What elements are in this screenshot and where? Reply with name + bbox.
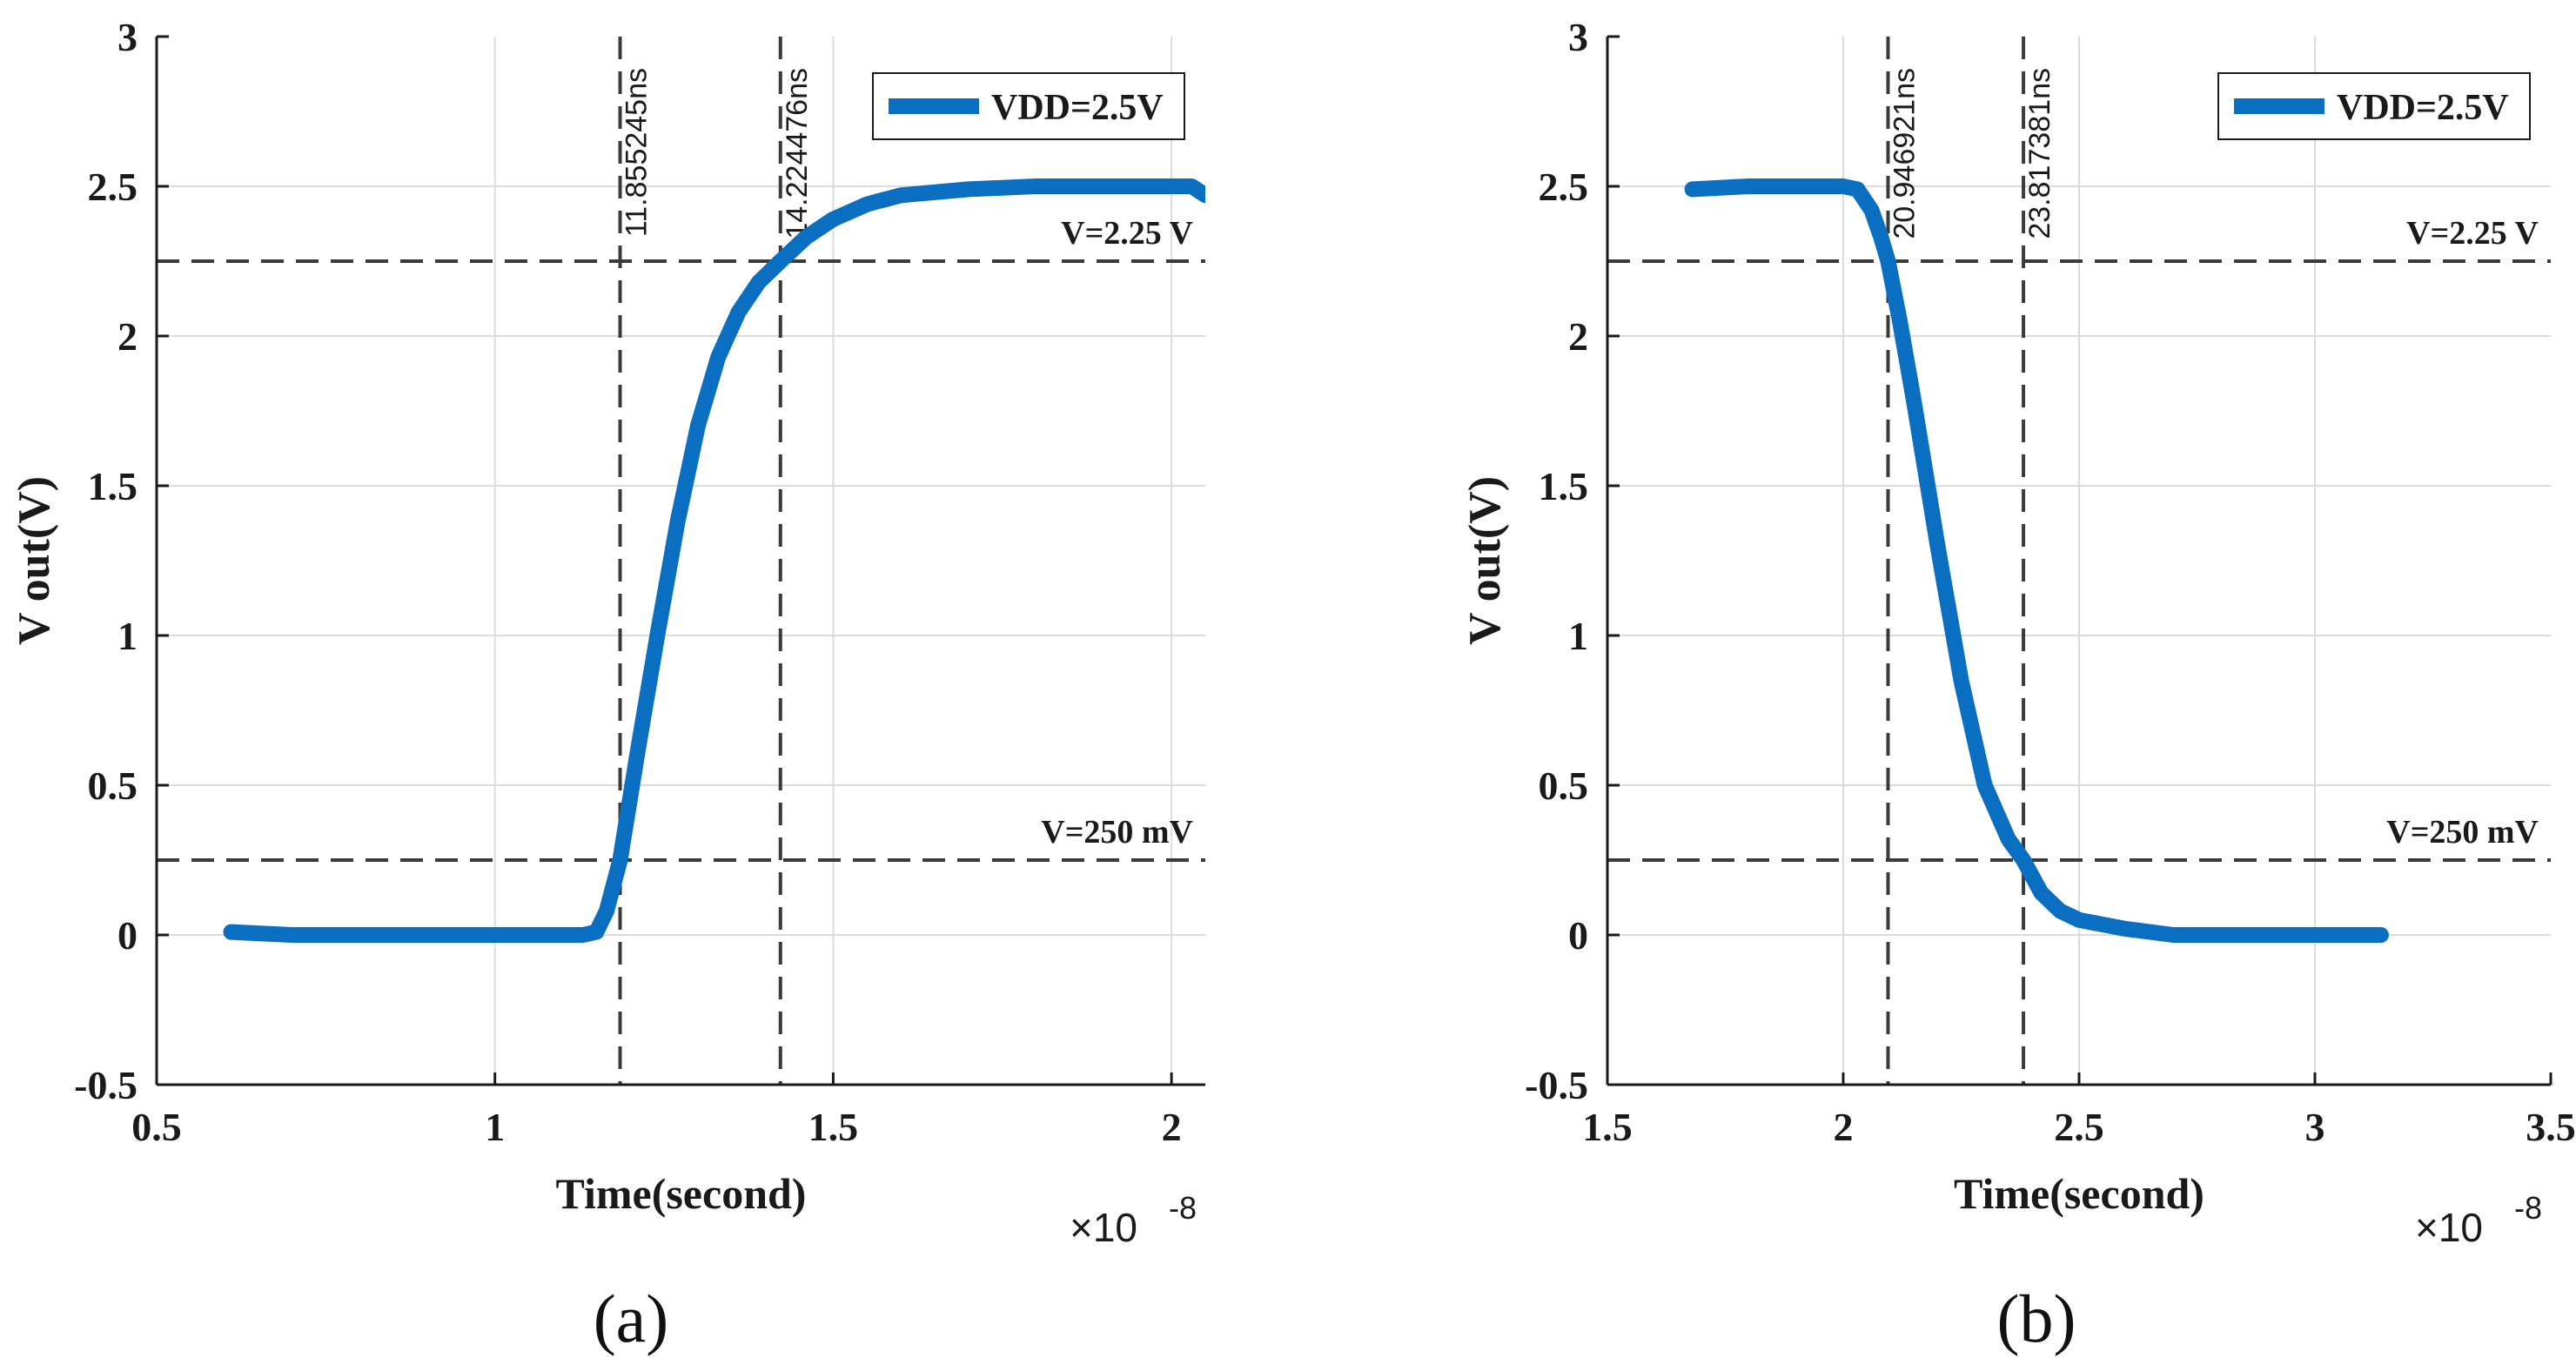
x-tick-label: 3.5 [2526,1105,2576,1149]
y-tick-label: 0 [1568,913,1588,958]
y-axis-label: V out(V) [1460,476,1510,645]
threshold-label: V=250 mV [1041,814,1193,851]
y-tick-label: 1 [117,614,138,658]
legend-label: VDD=2.5V [2337,88,2509,128]
x-exponent-power: -8 [2514,1190,2542,1226]
x-tick-label: 1 [485,1105,505,1149]
x-tick-label: 2.5 [2054,1105,2104,1149]
y-tick-label: 2.5 [88,165,138,209]
crossing-time-label: 23.817381ns [2023,68,2056,239]
series-line-vout [223,178,1205,943]
y-tick-label: 0 [117,913,138,958]
series-line-vout [1684,178,2389,943]
y-axis-label: V out(V) [10,476,59,645]
threshold-label: V=2.25 V [1061,215,1193,252]
y-tick-label: 3 [117,15,138,59]
x-exponent-power: -8 [1169,1190,1197,1226]
x-tick-label: 2 [1162,1105,1182,1149]
x-exponent-base: ×10 [1070,1205,1137,1250]
y-tick-label: 1 [1568,614,1588,658]
y-tick-label: 2 [1568,314,1588,359]
plot-area [157,37,1205,1085]
x-tick-label: 3 [2305,1105,2325,1149]
y-tick-label: 0.5 [88,763,138,808]
x-tick-label: 2 [1834,1105,1854,1149]
threshold-label: V=2.25 V [2406,215,2539,252]
crossing-time-label: 14.224476ns [781,68,814,239]
x-exponent-base: ×10 [2415,1205,2483,1250]
x-tick-label: 0.5 [131,1105,182,1149]
y-tick-label: 0.5 [1539,763,1589,808]
y-tick-label: 2.5 [1539,165,1589,209]
threshold-label: V=250 mV [2386,814,2539,851]
x-axis-label: Time(second) [556,1169,807,1218]
y-tick-label: -0.5 [74,1063,138,1107]
y-tick-label: 2 [117,314,138,359]
y-tick-label: 3 [1568,15,1588,59]
legend-label: VDD=2.5V [991,88,1164,128]
chart-panel-0: V=2.25 V V=250 mV 11.855245ns 14.224476ns 0.… [10,15,1205,1250]
crossing-time-label: 11.855245ns [621,68,654,237]
chart-panel-1: V=2.25 V V=250 mV 20.946921ns 23.817381ns 1.… [1460,15,2576,1250]
y-tick-label: 1.5 [1539,464,1589,508]
y-tick-label: -0.5 [1525,1063,1588,1107]
y-tick-label: 1.5 [88,464,138,508]
x-tick-label: 1.5 [808,1105,859,1149]
panel-label-b: (b) [1996,1281,2076,1356]
x-tick-label: 1.5 [1582,1105,1633,1149]
x-axis-label: Time(second) [1954,1169,2204,1218]
panel-label-a: (a) [593,1281,669,1356]
crossing-time-label: 20.946921ns [1888,68,1921,239]
